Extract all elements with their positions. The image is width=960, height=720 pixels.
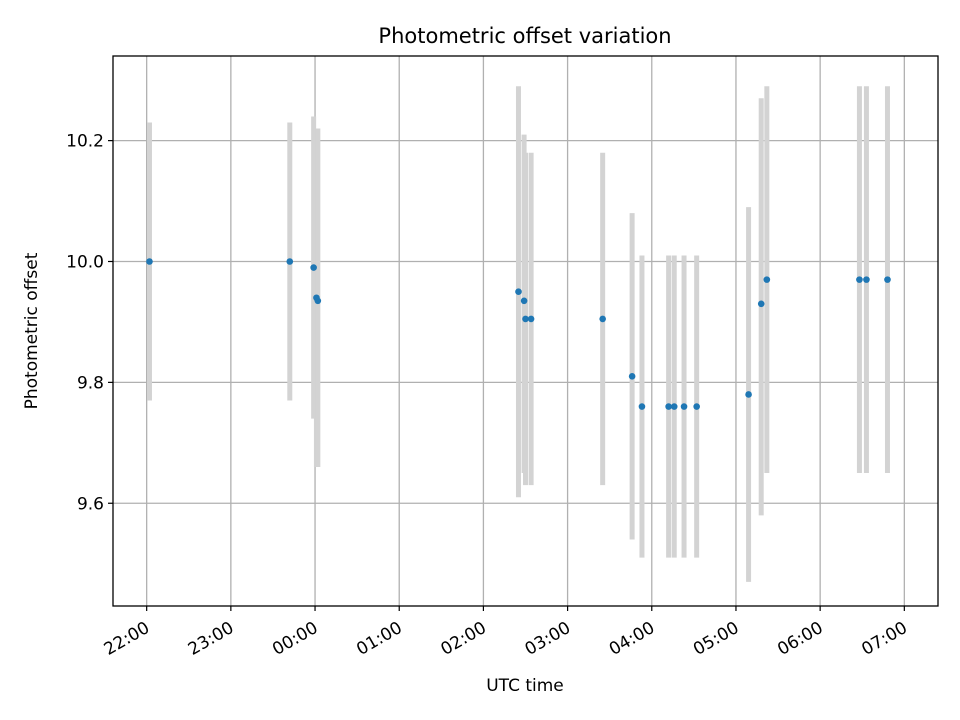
data-point [522,315,529,323]
data-point [693,403,700,410]
data-point [863,276,870,283]
data-point [628,373,636,380]
y-tick-label: 9.8 [77,373,104,393]
data-point [527,315,535,323]
data-point [884,276,891,283]
data-point [638,403,646,410]
data-point [745,391,752,398]
data-point [856,276,863,283]
data-point [520,297,528,305]
data-point [665,403,672,410]
y-axis-label: Photometric offset [22,252,42,409]
data-point [670,403,678,410]
x-axis-label: UTC time [486,676,564,696]
y-tick-label: 10.2 [66,132,104,152]
y-tick-label: 10.0 [66,252,104,272]
data-point [757,300,765,308]
y-axis-ticks: 9.6 9.8 10.0 10.2 [66,132,113,514]
data-points [146,258,891,410]
data-point [515,288,522,296]
data-point [146,258,153,265]
data-point [314,297,322,305]
data-point [763,276,771,283]
data-point [286,258,294,265]
data-point [680,403,688,410]
data-point [599,315,606,323]
y-tick-label: 9.6 [77,494,104,514]
chart-title: Photometric offset variation [378,24,671,48]
plot-frame [112,55,939,607]
data-point [310,264,317,271]
